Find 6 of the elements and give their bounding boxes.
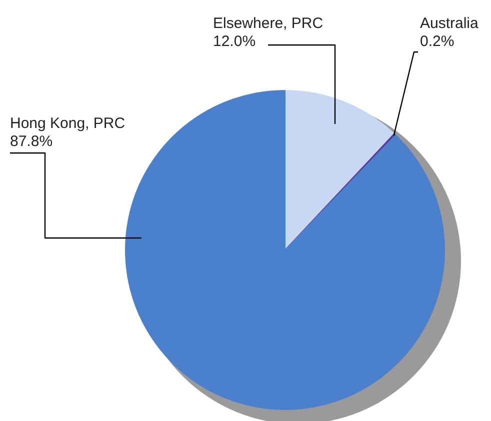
- data-label: 87.8%: [10, 133, 53, 150]
- data-label: 12.0%: [213, 33, 256, 50]
- slice-label: Elsewhere, PRC: [213, 15, 324, 32]
- slice-label: Australia: [420, 15, 480, 32]
- data-label: 0.2%: [420, 33, 454, 50]
- slice-label: Hong Kong, PRC: [10, 115, 126, 132]
